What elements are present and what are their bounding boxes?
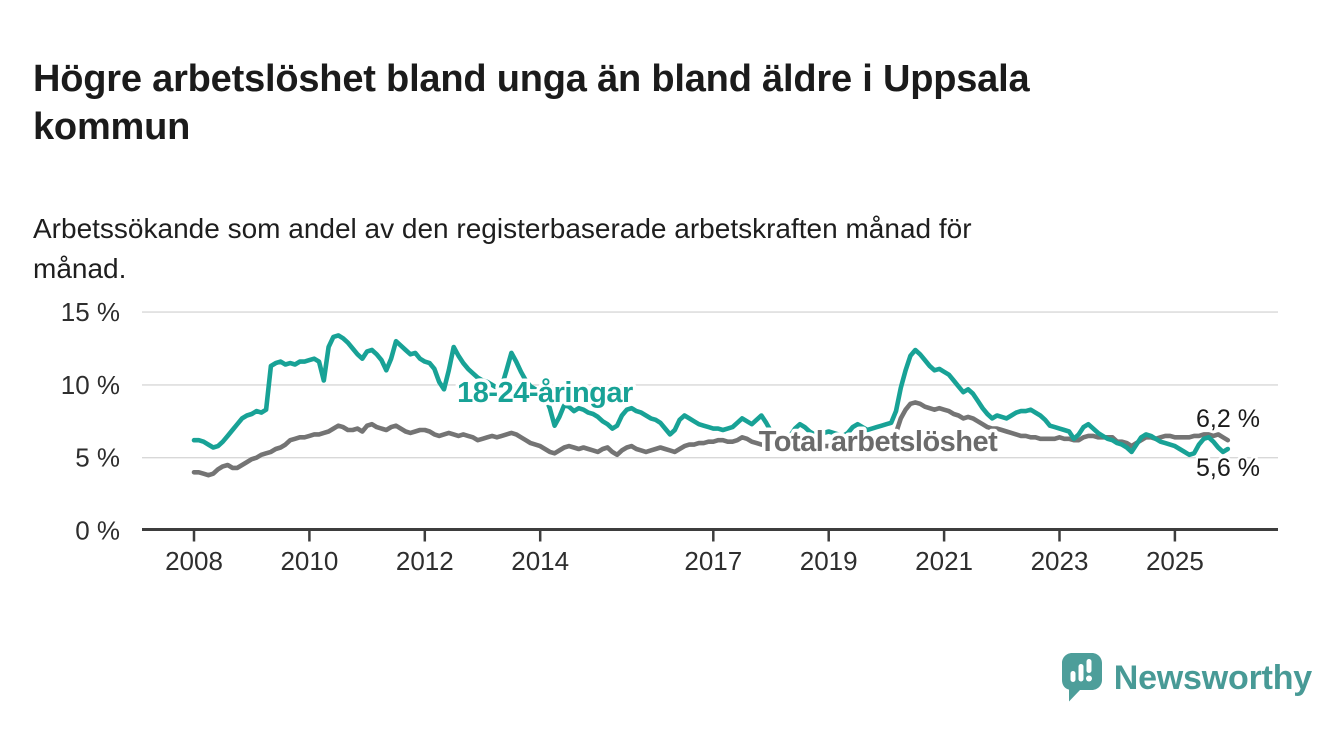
- x-axis-tick-label: 2017: [684, 546, 742, 576]
- x-axis-tick-label: 2025: [1146, 546, 1204, 576]
- x-axis-tick-label: 2010: [280, 546, 338, 576]
- newsworthy-logo-text: Newsworthy: [1113, 658, 1312, 697]
- newsworthy-logo: Newsworthy: [1061, 650, 1312, 706]
- series-line-total: [191, 400, 1231, 478]
- x-axis-tick-label: 2012: [396, 546, 454, 576]
- x-axis-tick-label: 2019: [800, 546, 858, 576]
- x-axis-tick-label: 2021: [915, 546, 973, 576]
- y-axis-tick-label: 5 %: [75, 443, 120, 473]
- series-line-youth: [191, 333, 1231, 458]
- x-axis-tick-label: 2008: [165, 546, 223, 576]
- chart-subtitle-line1: Arbetssökande som andel av den registerb…: [33, 213, 972, 244]
- newsworthy-speech-bubble-bar-chart-icon: [1061, 652, 1102, 701]
- series-label-youth: 18-24-åringar: [457, 377, 633, 409]
- end-value-label-youth: 5,6 %: [1196, 454, 1260, 482]
- chart-subtitle-line2: månad.: [33, 253, 127, 284]
- chart-title-line2: kommun: [33, 106, 191, 149]
- chart-title-line1: Högre arbetslöshet bland unga än bland ä…: [33, 58, 1030, 101]
- end-value-label-total: 6,2 %: [1196, 405, 1260, 433]
- x-axis-tick-label: 2023: [1031, 546, 1089, 576]
- y-axis-tick-label: 10 %: [61, 370, 120, 400]
- chart-title: Högre arbetslöshet bland unga än bland ä…: [33, 55, 1273, 151]
- x-axis-tick-label: 2014: [511, 546, 569, 576]
- series-label-total: Total arbetslöshet: [759, 426, 998, 458]
- chart-subtitle: Arbetssökande som andel av den registerb…: [33, 209, 1273, 289]
- y-axis-tick-label: 0 %: [75, 516, 120, 546]
- y-axis-tick-label: 15 %: [61, 297, 120, 327]
